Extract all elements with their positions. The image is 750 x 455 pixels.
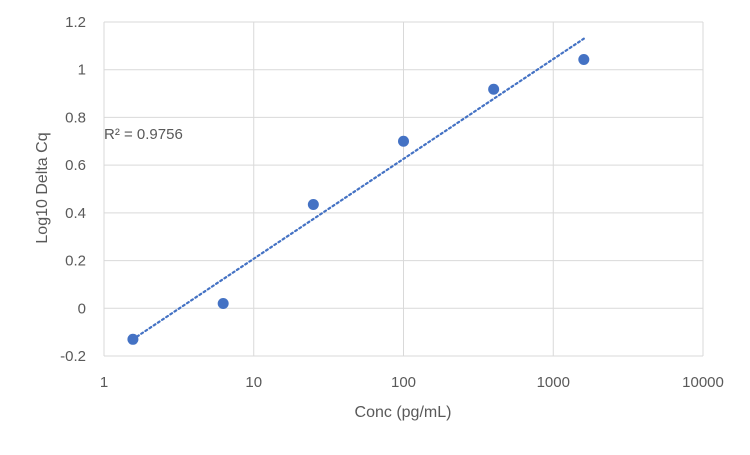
- x-tick-label: 10000: [682, 374, 724, 391]
- y-tick-label: -0.2: [60, 348, 86, 365]
- trendline: [131, 37, 585, 341]
- y-tick-label: 0.4: [65, 205, 86, 222]
- x-tick-labels: 1 10 100 1000 10000: [100, 374, 724, 391]
- y-axis-title: Log10 Delta Cq: [34, 132, 51, 243]
- y-tick-label: 0.8: [65, 109, 86, 126]
- x-tick-label: 1: [100, 374, 108, 391]
- grid: [103, 21, 704, 357]
- r-squared-annotation: R² = 0.9756: [104, 126, 183, 143]
- y-tick-labels: -0.2 0 0.2 0.4 0.6 0.8 1 1.2: [60, 14, 86, 365]
- data-point: [217, 298, 229, 310]
- data-point: [488, 83, 500, 95]
- data-point: [398, 135, 409, 147]
- y-tick-label: 1.2: [65, 14, 86, 31]
- data-points: [127, 53, 590, 345]
- x-tick-label: 1000: [537, 374, 570, 391]
- x-tick-label: 10: [245, 374, 262, 391]
- y-tick-label: 1: [78, 62, 86, 79]
- data-point: [307, 199, 319, 211]
- x-axis-title: Conc (pg/mL): [355, 404, 452, 421]
- data-point: [127, 333, 139, 345]
- y-tick-label: 0.6: [65, 157, 86, 174]
- trendline-group: [131, 37, 585, 341]
- data-point: [578, 53, 590, 65]
- x-tick-label: 100: [391, 374, 416, 391]
- y-tick-label: 0.2: [65, 253, 86, 270]
- y-tick-label: 0: [78, 300, 86, 317]
